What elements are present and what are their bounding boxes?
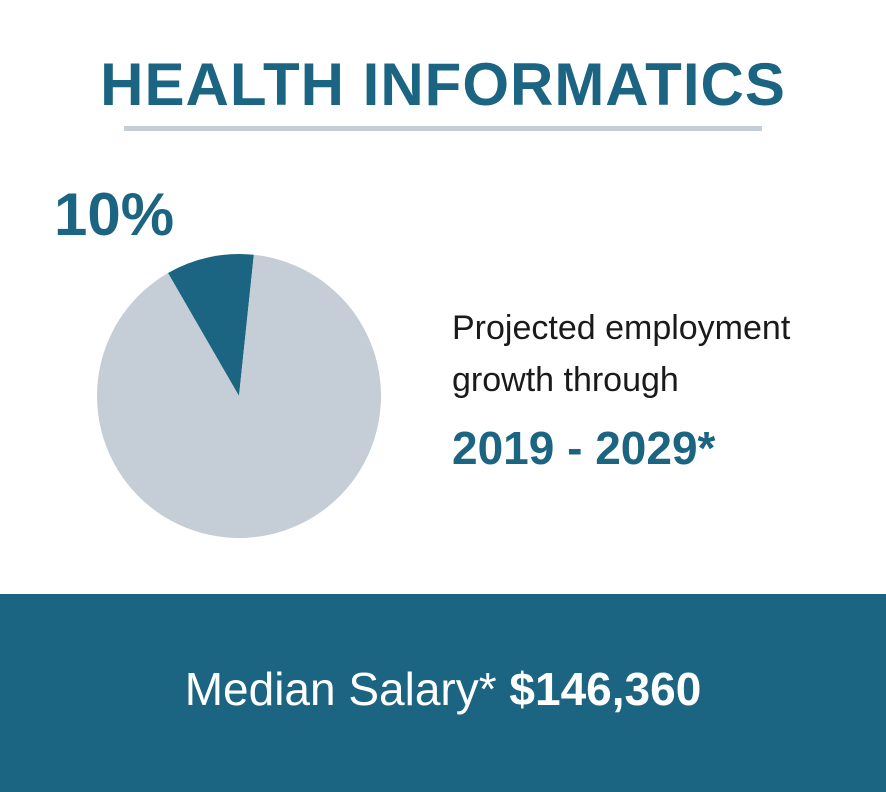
salary-label: Median Salary* [184,663,497,715]
salary-line: Median Salary* $146,360 [0,658,886,720]
growth-percent-label: 10% [54,181,175,248]
growth-years: 2019 - 2029* [452,422,716,474]
title-divider [124,126,762,131]
description-line-1: Projected employment [452,309,791,347]
growth-description: Projected employment growth through [452,302,790,406]
salary-value: $146,360 [509,663,702,715]
description-line-2: growth through [452,361,679,399]
pie-slice-growth [168,254,254,396]
pie-slice-rest [96,254,381,538]
growth-pie-chart [96,254,381,538]
salary-banner [0,594,886,792]
page-title: HEALTH INFORMATICS [100,51,786,118]
